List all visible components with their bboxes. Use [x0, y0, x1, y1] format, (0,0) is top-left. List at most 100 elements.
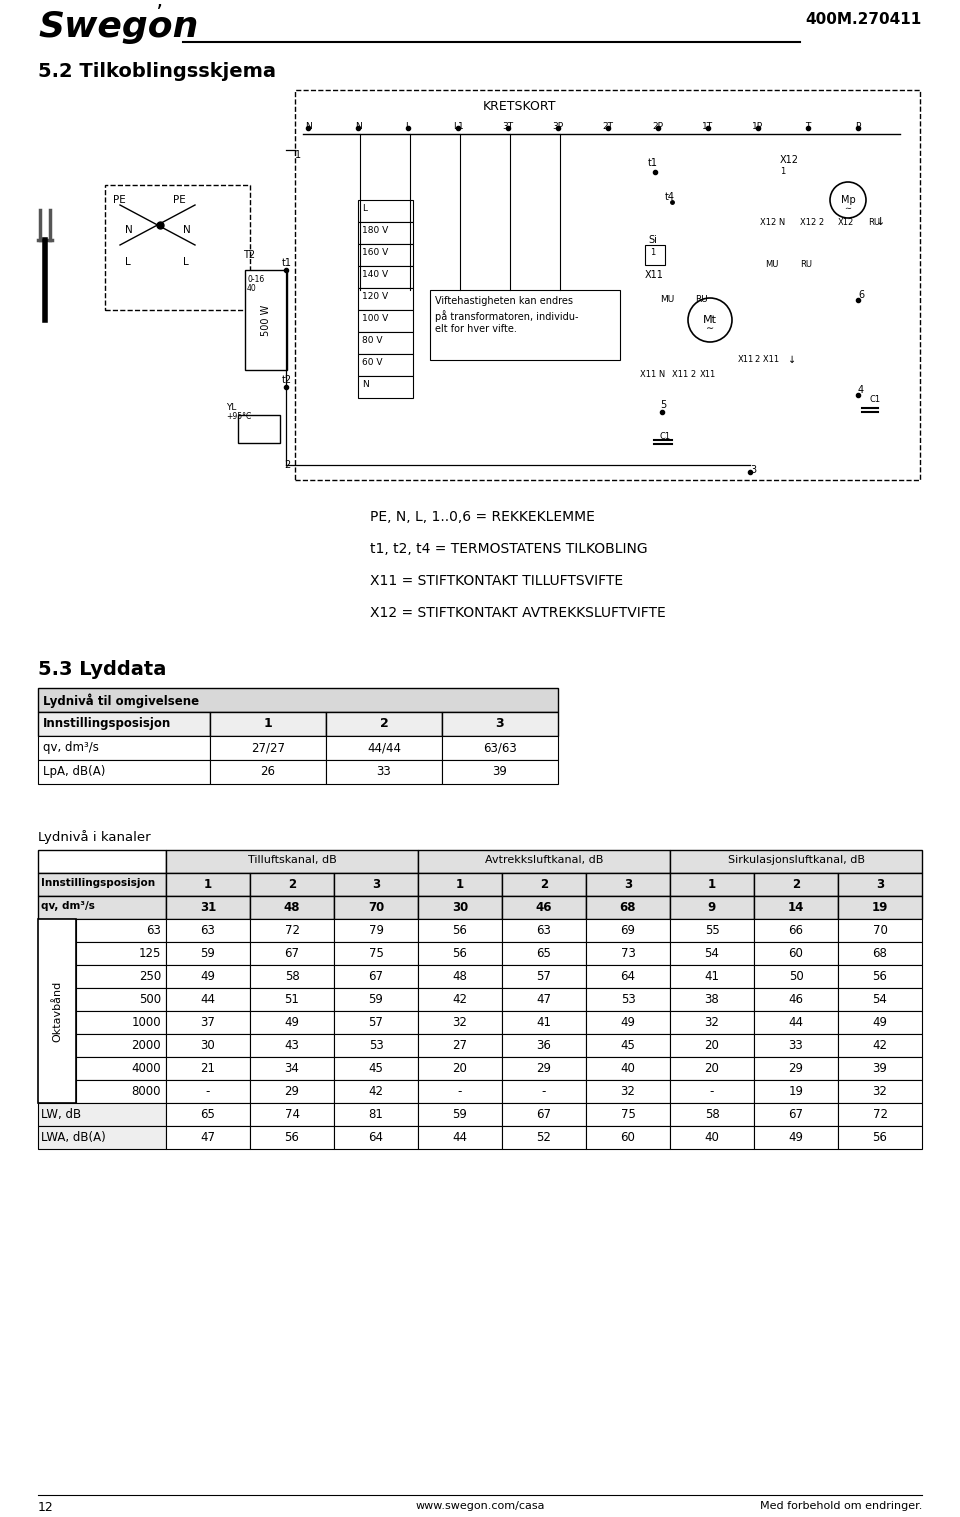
Bar — [38, 689, 558, 711]
Bar — [838, 965, 922, 988]
Bar — [76, 988, 166, 1010]
Text: 160 V: 160 V — [362, 247, 388, 256]
Bar — [670, 942, 754, 965]
Text: t1: t1 — [282, 258, 292, 269]
Text: 63/63: 63/63 — [483, 740, 516, 754]
Text: N: N — [125, 225, 132, 235]
Bar — [38, 1126, 166, 1148]
Bar — [334, 1057, 418, 1080]
Text: 60: 60 — [620, 1132, 636, 1144]
Bar — [38, 919, 76, 942]
Text: L: L — [405, 121, 411, 130]
Bar — [38, 919, 76, 1103]
Text: N: N — [362, 379, 369, 388]
Bar — [418, 988, 502, 1010]
Bar — [586, 1080, 670, 1103]
Bar — [754, 1126, 838, 1148]
Text: 2: 2 — [540, 878, 548, 890]
Bar — [754, 1010, 838, 1035]
Bar — [754, 942, 838, 965]
Text: ↓: ↓ — [788, 355, 796, 366]
Text: 30: 30 — [452, 901, 468, 915]
Bar — [502, 1126, 586, 1148]
Text: -: - — [709, 1085, 714, 1098]
Text: t1, t2, t4 = TERMOSTATENS TILKOBLING: t1, t2, t4 = TERMOSTATENS TILKOBLING — [370, 542, 648, 557]
Text: ∼: ∼ — [706, 323, 714, 334]
Text: 20: 20 — [705, 1062, 719, 1076]
Text: 70: 70 — [873, 924, 887, 938]
Text: 2: 2 — [288, 878, 296, 890]
Text: MU: MU — [660, 294, 674, 303]
Text: L: L — [183, 256, 189, 267]
Bar — [670, 1035, 754, 1057]
Bar — [250, 1057, 334, 1080]
Text: 50: 50 — [788, 969, 804, 983]
Text: 75: 75 — [620, 1107, 636, 1121]
Text: 56: 56 — [873, 1132, 887, 1144]
Text: Tilluftskanal, dB: Tilluftskanal, dB — [248, 856, 336, 865]
Text: 48: 48 — [452, 969, 468, 983]
Bar — [250, 897, 334, 919]
Text: 32: 32 — [620, 1085, 636, 1098]
Text: 36: 36 — [537, 1039, 551, 1051]
Bar — [418, 897, 502, 919]
Bar — [166, 1080, 250, 1103]
Text: Mp: Mp — [841, 196, 855, 205]
Text: Mt: Mt — [703, 316, 717, 325]
Text: 20: 20 — [452, 1062, 468, 1076]
Bar — [838, 1080, 922, 1103]
Text: -: - — [541, 1085, 546, 1098]
Text: 39: 39 — [492, 765, 508, 778]
Text: 1: 1 — [456, 878, 464, 890]
Bar — [334, 872, 418, 897]
Text: 44/44: 44/44 — [367, 740, 401, 754]
Bar — [418, 850, 670, 872]
Text: qv, dm³/s: qv, dm³/s — [43, 740, 99, 754]
Bar — [38, 760, 210, 784]
Bar — [586, 1103, 670, 1126]
Text: på transformatoren, individu-: på transformatoren, individu- — [435, 309, 579, 322]
Text: 3P: 3P — [552, 121, 564, 130]
Text: 46: 46 — [788, 994, 804, 1006]
Text: Innstillingsposisjon: Innstillingsposisjon — [43, 718, 171, 730]
Text: 1: 1 — [204, 878, 212, 890]
Text: 5.3 Lyddata: 5.3 Lyddata — [38, 660, 166, 680]
Text: qv, dm³/s: qv, dm³/s — [41, 901, 95, 912]
Bar — [250, 988, 334, 1010]
Text: 74: 74 — [284, 1107, 300, 1121]
Text: 140 V: 140 V — [362, 270, 388, 279]
Bar — [166, 1126, 250, 1148]
Bar — [586, 965, 670, 988]
Bar — [250, 919, 334, 942]
Text: 5.2 Tilkoblingsskjema: 5.2 Tilkoblingsskjema — [38, 62, 276, 80]
Text: 29: 29 — [537, 1062, 551, 1076]
Text: 66: 66 — [788, 924, 804, 938]
Text: X11: X11 — [645, 270, 664, 281]
Bar — [334, 1080, 418, 1103]
Text: 64: 64 — [620, 969, 636, 983]
Text: X11 N: X11 N — [640, 370, 665, 379]
Text: LW, dB: LW, dB — [41, 1107, 82, 1121]
Bar — [670, 897, 754, 919]
Bar — [418, 1126, 502, 1148]
Bar — [838, 897, 922, 919]
Bar — [166, 919, 250, 942]
Bar — [166, 988, 250, 1010]
Text: 58: 58 — [705, 1107, 719, 1121]
Bar — [38, 1057, 76, 1080]
Text: 12: 12 — [38, 1500, 54, 1514]
Bar — [358, 265, 413, 288]
Bar — [670, 1080, 754, 1103]
Bar — [502, 1035, 586, 1057]
Bar — [838, 919, 922, 942]
Text: T: T — [805, 121, 810, 130]
Bar — [586, 897, 670, 919]
Bar — [430, 290, 620, 360]
Text: 32: 32 — [873, 1085, 887, 1098]
Bar — [38, 850, 166, 872]
Text: L: L — [362, 203, 367, 212]
Text: 81: 81 — [369, 1107, 383, 1121]
Bar — [502, 897, 586, 919]
Text: L1: L1 — [452, 121, 464, 130]
Bar — [326, 711, 442, 736]
